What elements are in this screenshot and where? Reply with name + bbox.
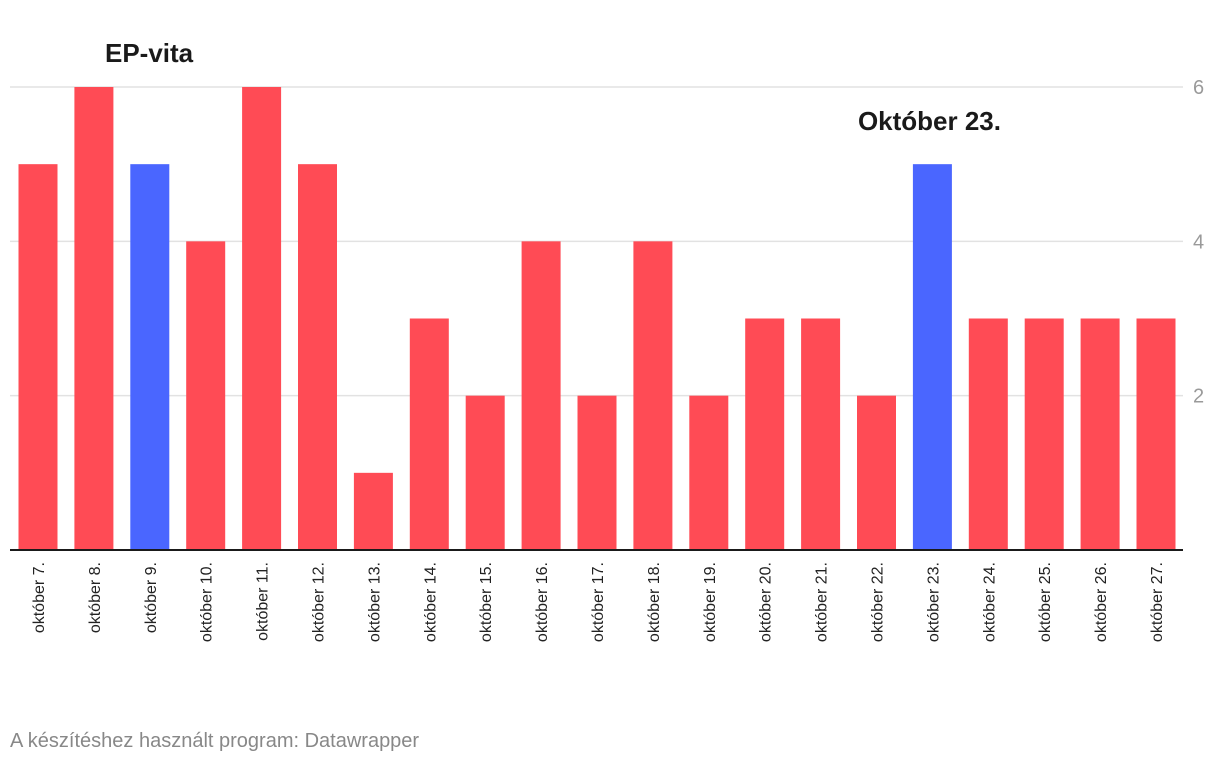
x-tick-label-2: október 8. xyxy=(87,562,104,633)
bar-9 xyxy=(465,395,505,550)
annotation-2: Október 23. xyxy=(858,106,1001,136)
bar-21 xyxy=(1136,318,1176,550)
bar-18 xyxy=(968,318,1008,550)
x-tick-label-20: október 26. xyxy=(1093,562,1110,642)
x-tick-label-21: október 27. xyxy=(1149,562,1166,642)
credit-footer: A készítéshez használt program: Datawrap… xyxy=(10,730,420,752)
x-tick-label-12: október 18. xyxy=(646,562,663,642)
bar-3 xyxy=(130,164,170,550)
bar-20 xyxy=(1080,318,1120,550)
x-tick-label-6: október 12. xyxy=(311,562,328,642)
bar-8 xyxy=(409,318,449,550)
x-tick-label-9: október 15. xyxy=(478,562,495,642)
y-tick-label-6: 6 xyxy=(1193,77,1204,99)
x-tick-label-7: október 13. xyxy=(366,562,383,642)
y-tick-label-4: 4 xyxy=(1193,231,1204,253)
x-tick-label-13: október 19. xyxy=(702,562,719,642)
bar-7 xyxy=(353,472,393,550)
bar-chart: 2 4 6 október 7. október 8. október 9. október… xyxy=(10,38,1204,642)
bar-6 xyxy=(298,164,337,550)
bar-19 xyxy=(1024,318,1064,550)
bar-11 xyxy=(577,395,617,550)
x-tick-label-1: október 7. xyxy=(31,562,48,633)
x-tick-label-19: október 25. xyxy=(1037,562,1054,642)
x-tick-label-3: október 9. xyxy=(143,562,160,633)
x-tick-label-8: október 14. xyxy=(422,562,439,642)
x-tick-label-18: október 24. xyxy=(981,562,998,642)
bar-15 xyxy=(801,318,841,550)
bar-12 xyxy=(633,241,673,551)
bar-14 xyxy=(745,318,785,550)
bar-5 xyxy=(242,87,282,550)
bar-2 xyxy=(74,87,114,550)
y-tick-label-2: 2 xyxy=(1193,386,1204,408)
bar-10 xyxy=(521,241,561,551)
x-tick-label-4: október 10. xyxy=(199,562,216,642)
x-tick-label-11: október 17. xyxy=(590,562,607,642)
bar-4 xyxy=(186,241,226,551)
annotation-1: EP-vita xyxy=(105,38,194,68)
bar-13 xyxy=(689,395,729,550)
bar-16 xyxy=(857,395,896,550)
x-tick-label-10: október 16. xyxy=(534,562,551,642)
x-tick-label-5: október 11. xyxy=(255,562,272,641)
x-tick-label-16: október 22. xyxy=(870,562,887,642)
x-tick-label-15: október 21. xyxy=(814,562,831,642)
x-tick-label-17: október 23. xyxy=(925,562,942,642)
bar-17 xyxy=(912,164,952,550)
bar-1 xyxy=(18,164,58,550)
x-tick-label-14: október 20. xyxy=(758,562,775,642)
